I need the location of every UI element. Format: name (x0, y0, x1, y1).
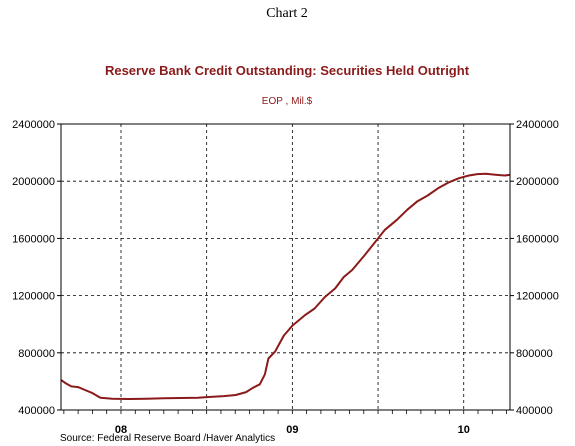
y-tick-label-left: 400000 (18, 405, 55, 417)
chart-caption: Chart 2 (266, 6, 308, 21)
y-tick-label-right: 2400000 (516, 119, 559, 131)
y-tick-label-left: 2400000 (12, 119, 55, 131)
y-tick-label-right: 1200000 (516, 291, 559, 303)
y-tick-label-left: 1600000 (12, 233, 55, 245)
chart-subtitle: EOP , Mil.$ (262, 96, 313, 107)
gridlines (61, 124, 510, 410)
series-line (60, 172, 511, 400)
y-tick-label-left: 1200000 (12, 291, 55, 303)
series-line-group (60, 172, 511, 400)
y-tick-label-right: 400000 (516, 405, 553, 417)
plot-frame (60, 123, 511, 411)
x-tick-label: 08 (115, 424, 127, 436)
y-tick-label-right: 800000 (516, 348, 553, 360)
chart-source: Source: Federal Reserve Board /Haver Ana… (60, 433, 275, 444)
chart-title: Reserve Bank Credit Outstanding: Securit… (105, 63, 470, 78)
axis-ticks: 400000 400000 800000 800000 1200000 1200000 16… (12, 119, 559, 436)
y-tick-label-right: 1600000 (516, 233, 559, 245)
y-tick-label-right: 2000000 (516, 176, 559, 188)
x-tick-label: 09 (286, 424, 298, 436)
x-tick-label: 10 (458, 424, 470, 436)
y-tick-label-left: 2000000 (12, 176, 55, 188)
y-tick-label-left: 800000 (18, 348, 55, 360)
